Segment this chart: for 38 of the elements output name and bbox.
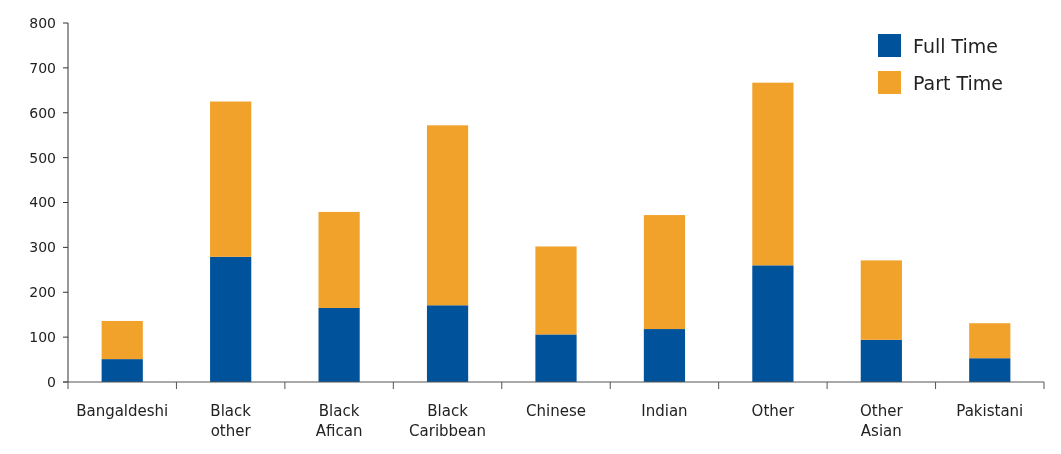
bar — [752, 265, 794, 382]
x-tick-label: Other — [751, 402, 796, 420]
bar — [969, 358, 1011, 382]
x-tick-label: Indian — [641, 402, 688, 420]
y-tick-label: 800 — [29, 14, 56, 31]
x-tick-label: Black other — [210, 402, 252, 440]
y-tick-label: 500 — [29, 149, 56, 166]
x-tick-label: Bangaldeshi — [76, 402, 169, 420]
legend-label: Full Time — [913, 34, 999, 57]
bar — [643, 329, 686, 382]
bar — [752, 82, 794, 266]
bar — [210, 101, 252, 257]
bar — [535, 334, 577, 382]
y-tick-label: 300 — [29, 239, 56, 256]
y-tick-label: 400 — [29, 194, 56, 211]
bar — [860, 260, 902, 340]
bar — [535, 246, 577, 335]
bar — [969, 323, 1011, 359]
x-tick-label: Chinese — [526, 402, 586, 420]
y-tick-label: 700 — [29, 59, 56, 76]
bar — [101, 359, 143, 382]
bar — [426, 305, 469, 382]
y-tick-label: 200 — [29, 284, 56, 301]
bar — [318, 307, 360, 382]
y-tick-label: 100 — [29, 329, 56, 346]
bar — [101, 320, 143, 360]
legend-label: Part Time — [913, 71, 1004, 94]
bar — [643, 215, 686, 330]
x-tick-label: Black Afican — [315, 402, 363, 440]
bar — [318, 211, 360, 308]
bar — [426, 125, 469, 306]
x-tick-label: Pakistani — [956, 402, 1024, 420]
bar — [860, 339, 902, 382]
y-tick-label: 600 — [29, 104, 56, 121]
x-tick-label: Black Caribbean — [409, 402, 487, 440]
bar — [210, 256, 252, 382]
x-tick-label: Other Asian — [860, 402, 904, 440]
y-tick-label: 0 — [47, 373, 56, 390]
